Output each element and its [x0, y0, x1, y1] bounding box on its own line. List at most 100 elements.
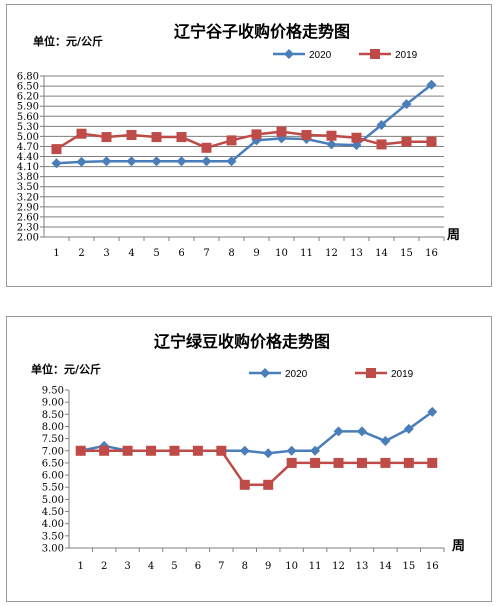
x-tick-label: 1 [53, 248, 59, 259]
data-point-2019 [356, 457, 367, 468]
chart-title: 辽宁绿豆收购价格走势图 [154, 332, 330, 351]
data-point-2019 [376, 139, 387, 150]
data-point-2020 [401, 99, 412, 110]
x-tick-label: 1 [78, 561, 84, 572]
data-point-2020 [326, 139, 337, 150]
y-tick-label: 2.30 [17, 222, 39, 233]
x-tick-label: 9 [253, 248, 259, 259]
x-tick-label: 12 [325, 248, 338, 259]
series-line-2020 [56, 83, 433, 165]
data-point-2019 [192, 445, 203, 456]
y-tick-label: 3.00 [42, 544, 64, 555]
legend: 2020 2019 [249, 368, 414, 380]
data-point-2019 [286, 457, 297, 468]
y-tick-label: 3.20 [17, 192, 39, 203]
y-tick-label: 4.50 [42, 507, 64, 518]
y-tick-label: 2.90 [17, 202, 39, 213]
x-tick-label: 11 [309, 561, 322, 572]
chart-panel-mungbean: 辽宁绿豆收购价格走势图 单位：元/公斤 2020 2019 9.50 9.00 8.… [6, 316, 492, 602]
data-point-2019 [151, 132, 162, 143]
legend-label-2020: 2020 [309, 50, 332, 61]
x-tick-label: 2 [101, 561, 107, 572]
chart-panel-millet: 辽宁谷子收购价格走势图 单位：元/公斤 2020 2019 6.80 6.50 6.… [6, 4, 492, 287]
x-tick-label: 13 [350, 248, 363, 259]
y-tick-label: 5.50 [42, 483, 64, 494]
x-tick-label: 4 [128, 248, 134, 259]
y-tick-label: 2.60 [17, 212, 39, 223]
y-tick-label: 4.00 [42, 519, 64, 530]
data-point-2019 [99, 445, 110, 456]
unit-label: 单位：元/公斤 [31, 362, 101, 376]
data-point-2019 [201, 142, 212, 153]
data-point-2019 [263, 479, 274, 490]
legend: 2020 2019 [273, 49, 418, 61]
x-axis-label: 周 [452, 539, 465, 554]
y-tick-label: 5.60 [17, 112, 39, 123]
data-point-2019 [333, 457, 344, 468]
data-point-2019 [146, 445, 157, 456]
data-point-2019 [126, 130, 137, 141]
x-tick-label: 3 [103, 248, 109, 259]
data-point-2019 [101, 132, 112, 143]
mungbean-price-chart: 辽宁绿豆收购价格走势图 单位：元/公斤 2020 2019 9.509.008.… [31, 332, 465, 572]
data-point-2019 [169, 445, 180, 456]
data-point-2019 [351, 132, 362, 143]
x-axis-label: 周 [447, 228, 460, 243]
legend-label-2019: 2019 [395, 50, 418, 61]
y-tick-label: 6.50 [17, 82, 39, 93]
x-tick-label: 9 [265, 561, 271, 572]
data-point-2019 [401, 136, 412, 147]
x-tick-label: 6 [178, 248, 184, 259]
data-point-2020 [310, 445, 321, 456]
series-line-2019 [55, 130, 432, 151]
x-tick-label: 13 [356, 561, 369, 572]
y-tick-label: 5.90 [17, 102, 39, 113]
y-tick-label: 4.10 [17, 162, 39, 173]
y-tick-label: 4.70 [17, 142, 39, 153]
legend-label-2019: 2019 [391, 369, 414, 380]
data-point-2019 [251, 129, 262, 140]
y-tick-label: 3.80 [17, 172, 39, 183]
x-tick-label: 10 [285, 561, 298, 572]
data-point-2020 [176, 156, 187, 167]
data-point-2020 [101, 156, 112, 167]
legend-label-2020: 2020 [285, 369, 308, 380]
data-point-2020 [151, 156, 162, 167]
data-point-2019 [276, 126, 287, 137]
x-tick-label: 6 [195, 561, 201, 572]
data-point-2020 [403, 423, 414, 434]
data-point-2020 [263, 448, 274, 459]
x-tick-label: 8 [242, 561, 248, 572]
legend-marker-2020 [260, 368, 270, 378]
x-tick-label: 12 [332, 561, 345, 572]
legend-marker-2019 [366, 368, 376, 378]
data-point-2020 [356, 426, 367, 437]
data-point-2020 [380, 436, 391, 447]
y-tick-label: 9.00 [42, 398, 64, 409]
plot-area: 6.806.506.205.905.605.305.004.704.404.10… [17, 72, 445, 259]
x-tick-label: 14 [379, 561, 392, 572]
y-tick-label: 9.50 [42, 386, 64, 397]
y-tick-label: 4.40 [17, 152, 39, 163]
x-tick-label: 14 [375, 248, 388, 259]
data-point-2019 [216, 445, 227, 456]
y-tick-label: 6.80 [17, 72, 39, 83]
x-tick-label: 3 [124, 561, 130, 572]
data-point-2019 [75, 445, 86, 456]
data-point-2020 [226, 156, 237, 167]
x-tick-label: 7 [203, 248, 209, 259]
x-tick-label: 15 [402, 561, 415, 572]
plot-area: 9.509.008.508.007.507.006.50 6.005.505.00… [42, 386, 445, 572]
y-tick-label: 6.50 [42, 458, 64, 469]
data-point-2019 [76, 128, 87, 139]
millet-price-chart: 辽宁谷子收购价格走势图 单位：元/公斤 2020 2019 6.806.506.… [17, 22, 460, 259]
x-tick-label: 2 [78, 248, 84, 259]
data-point-2019 [427, 457, 438, 468]
data-point-2019 [239, 479, 250, 490]
x-tick-label: 16 [425, 248, 438, 259]
unit-label: 单位：元/公斤 [33, 34, 103, 48]
y-tick-label: 5.00 [42, 495, 64, 506]
data-point-2020 [201, 156, 212, 167]
data-point-2020 [376, 119, 387, 130]
legend-marker-2020 [284, 49, 294, 59]
